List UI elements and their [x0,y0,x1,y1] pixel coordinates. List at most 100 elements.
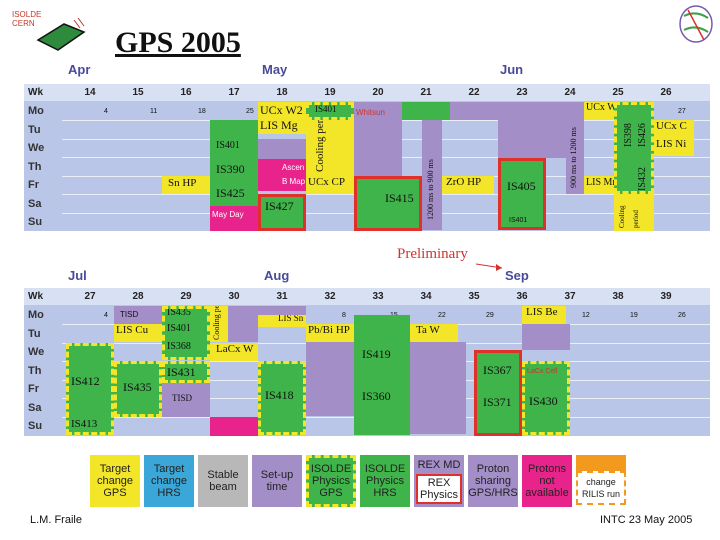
legend-label: Stable beam [207,469,239,493]
block-lis-ni: LIS Ni [654,138,694,156]
week-39: 39 [660,291,672,302]
intc-emblem-icon [679,5,713,43]
label-is401-w19: IS401 [315,104,337,114]
week-24: 24 [564,87,576,98]
day-sa: Sa [28,401,42,414]
legend-proton-sharing: Proton sharing GPS/HRS [468,455,518,507]
label-zro-hp: ZrO HP [446,176,482,188]
block-ascen-bmap: Ascen B Map [258,159,306,191]
day-su: Su [28,216,43,228]
label-pb-bi-hp: Pb/Bi HP [308,324,350,336]
legend-label-rex-physics: REX Physics [416,473,462,504]
label-is368: IS368 [167,341,191,352]
legend-swatch-orange [576,455,626,471]
week-37: 37 [564,291,576,302]
label-is419: IS419 [362,347,391,361]
week-18: 18 [276,87,288,98]
block-ms-1200-900: 1200 ms to 900 ms [422,120,442,230]
week-15: 15 [132,87,144,98]
block-protons-na-w30 [210,417,258,436]
block-lis-cu: LIS Cu [114,324,162,342]
label-ucx-c: UCx C [656,120,687,132]
week-header-row: Wk 27 28 29 30 31 32 33 34 35 36 37 38 3… [24,288,710,305]
block-cooling: Cooling period [306,120,354,176]
legend-target-change-gps: Target change GPS [90,455,140,507]
preliminary-label: Preliminary [397,246,468,262]
isolde-logo: ISOLDE CERN [12,10,86,51]
date-label: 12 [582,312,590,319]
week-header-row: Wk 14 15 16 17 18 19 20 21 22 23 24 25 2… [24,84,710,101]
week-34: 34 [420,291,432,302]
intc-logo [676,4,716,44]
label-lis-sn: LIS Sn [278,315,304,323]
label-sn-hp: Sn HP [168,177,197,189]
block-lis-sn: LIS Sn [258,315,306,327]
block-pb-bi-hp: Pb/Bi HP [306,324,354,342]
label-cooling-w30: Cooling period [212,306,221,340]
legend-stable-beam: Stable beam [198,455,248,507]
day-tu: Tu [28,123,41,136]
block-ucx-w2: UCx W2 [258,102,306,120]
block-is367-is371: IS367 IS371 [474,350,522,436]
block-lis-be: LIS Be [522,306,566,324]
day-mo: Mo [28,105,44,117]
block-is418: IS418 [258,361,306,435]
month-may: May [262,62,288,77]
week-23: 23 [516,87,528,98]
block-is427: IS427 [258,194,306,231]
legend-isolde-physics-hrs: ISOLDE Physics HRS [360,455,410,507]
label-lis-cu: LIS Cu [116,324,149,336]
label-is418: IS418 [265,388,294,402]
day-fr: Fr [28,179,39,191]
week-29: 29 [180,291,192,302]
week-38: 38 [612,291,624,302]
date-label: 4 [104,108,108,115]
day-sa: Sa [28,197,42,210]
wk-label: Wk [28,87,43,98]
label-cooling-w25: Cooling [618,205,626,228]
date-label: 19 [630,312,638,319]
label-is412: IS412 [71,374,100,388]
block-tisd-w28: TISD [114,306,162,324]
label-is426: IS426 [637,123,648,147]
block-tisd-w29: TISD [162,383,210,417]
block-cooling-w30: Cooling period [210,306,228,342]
label-whitsun: Whitsun [356,108,385,117]
week-31: 31 [276,291,288,302]
month-apr: Apr [68,62,91,77]
block-setup-w34 [410,342,466,434]
legend-label: change RILIS run [576,471,626,505]
block-lis-mg: LIS Mg [258,120,306,134]
legend-label: Proton sharing GPS/HRS [468,463,518,499]
legend-isolde-physics-gps: ISOLDE Physics GPS [306,455,356,507]
label-lacx-w: LaCx W [216,343,254,355]
wk-label: Wk [28,291,43,302]
label-ucx-w: UCx W [586,102,614,113]
date-label: 11 [150,108,158,115]
label-ucx-cp: UCx CP [308,176,345,188]
date-label: 29 [486,312,494,319]
date-label: 22 [438,312,446,319]
label-cooling-period: Cooling period [314,120,326,172]
label-is427: IS427 [265,199,294,213]
block-w21-mo [402,102,450,120]
block-cooling-w25: Cooling period [614,194,654,231]
block-setup-w36 [522,324,570,350]
label-bmap: B Map [282,177,306,186]
block-ms-900-1200: 900 ms to 1200 ms [566,102,584,194]
date-label: 26 [678,312,686,319]
label-is425: IS425 [216,186,245,200]
block-is415: IS415 [354,176,422,231]
label-ms-1200-900: 1200 ms to 900 ms [426,159,435,220]
label-ucx-w2: UCx W2 [260,103,303,117]
page-title: GPS 2005 [115,26,241,59]
logo-line-2: CERN [12,19,35,28]
week-26: 26 [660,87,672,98]
label-lis-mn: LIS Mn [586,177,614,188]
block-lis-mn: LIS Mn [584,176,614,194]
label-lis-mg: LIS Mg [260,120,298,132]
block-setup-w20: Whitsun [354,102,402,176]
week-30: 30 [228,291,240,302]
week-35: 35 [468,291,480,302]
day-we: We [28,142,45,154]
